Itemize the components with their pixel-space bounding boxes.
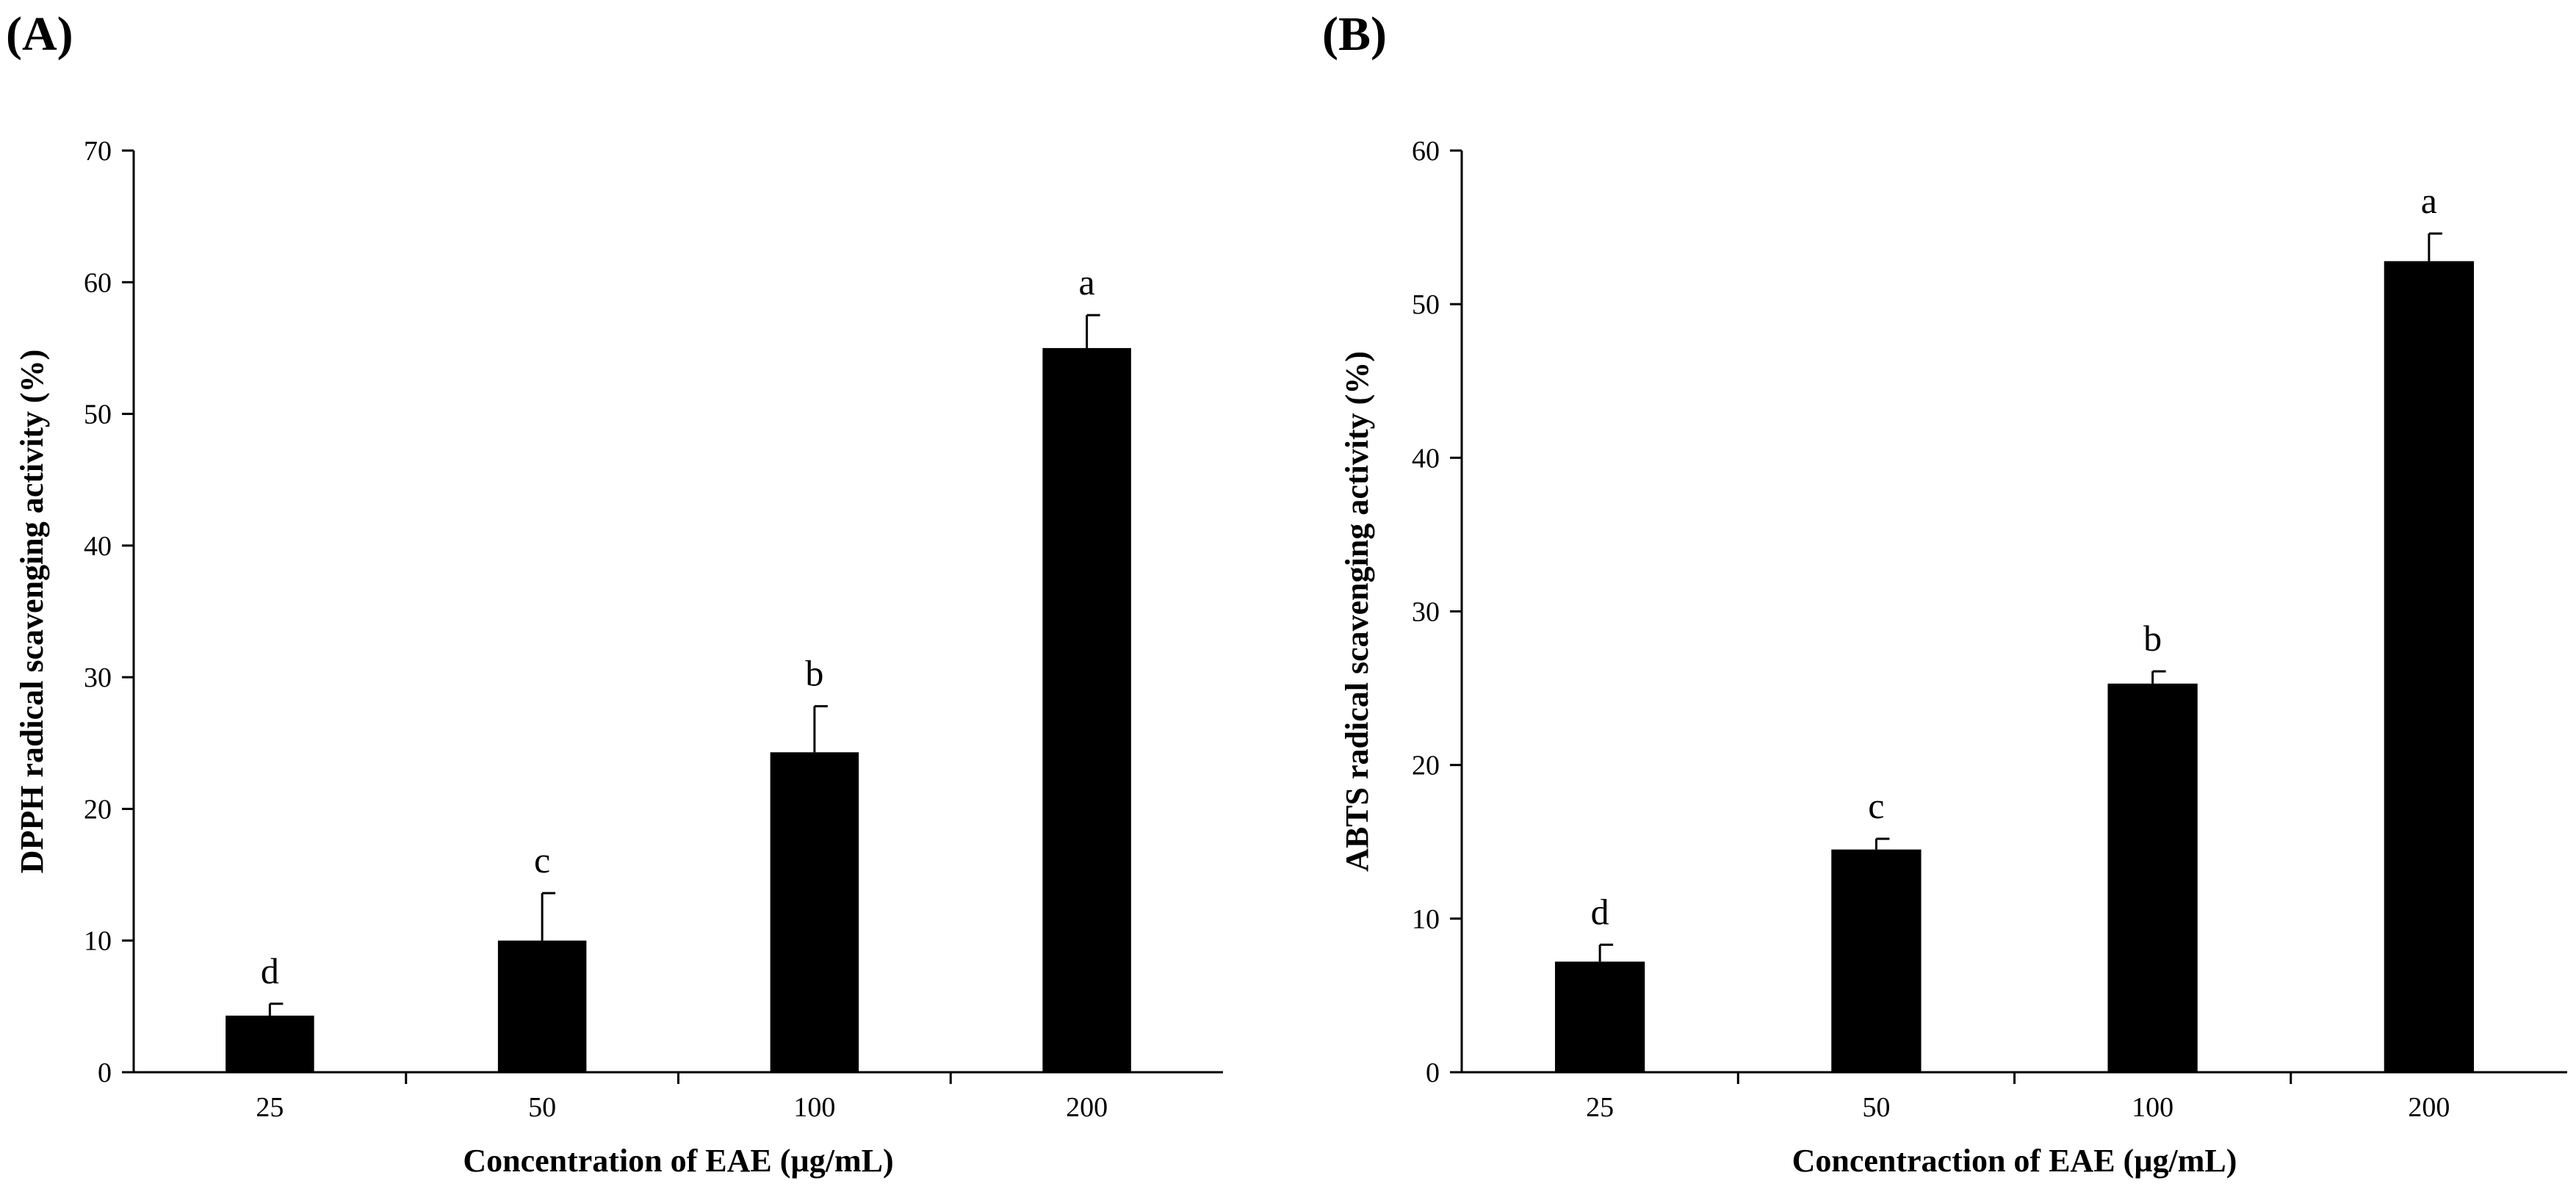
- significance-label: d: [1591, 891, 1609, 932]
- x-axis-title: Concentration of EAE (µg/mL): [463, 1143, 893, 1179]
- bar: [1554, 961, 1645, 1072]
- y-tick-label: 20: [1412, 751, 1440, 781]
- x-tick-label: 25: [1586, 1092, 1614, 1123]
- y-tick-label: 50: [84, 400, 112, 430]
- bar: [1831, 849, 1922, 1072]
- significance-label: a: [1079, 261, 1095, 303]
- x-tick-label: 50: [528, 1092, 556, 1123]
- panel-b: (B) 0 10 20 30 40 50 60 d 25 c 50 b 100 a 200 Concentrac…: [1322, 7, 2567, 1179]
- bar: [226, 1015, 314, 1072]
- y-tick-label: 30: [1412, 597, 1440, 628]
- panel-label: (B): [1322, 7, 1387, 61]
- y-tick-label: 70: [84, 136, 112, 167]
- x-tick-label: 200: [1066, 1092, 1108, 1123]
- y-tick-label: 60: [84, 267, 112, 298]
- bar: [2384, 261, 2475, 1073]
- y-tick-label: 10: [1412, 904, 1440, 935]
- significance-label: d: [261, 950, 279, 991]
- y-tick-label: 0: [1426, 1058, 1440, 1088]
- x-tick-label: 25: [256, 1092, 284, 1123]
- x-tick-label: 200: [2408, 1092, 2450, 1123]
- significance-label: c: [534, 839, 550, 881]
- x-axis-title: Concentraction of EAE (µg/mL): [1792, 1143, 2237, 1179]
- y-tick-label: 40: [1412, 443, 1440, 474]
- x-tick-label: 100: [793, 1092, 835, 1123]
- x-tick-label: 100: [2132, 1092, 2173, 1123]
- y-tick-label: 40: [84, 531, 112, 562]
- significance-label: a: [2421, 180, 2437, 221]
- y-tick-label: 60: [1412, 136, 1440, 167]
- y-tick-label: 30: [84, 662, 112, 693]
- significance-label: b: [805, 653, 823, 694]
- significance-label: b: [2143, 618, 2162, 659]
- y-axis-title: ABTS radical scavenging activity (%): [1339, 351, 1375, 872]
- bar: [2107, 683, 2198, 1072]
- x-tick-label: 50: [1862, 1092, 1890, 1123]
- y-tick-label: 20: [84, 794, 112, 825]
- y-axis-title: DPPH radical scavenging activity (%): [14, 350, 50, 874]
- bar: [1042, 347, 1131, 1072]
- y-tick-label: 0: [98, 1058, 112, 1088]
- y-tick-label: 10: [84, 926, 112, 957]
- y-tick-label: 50: [1412, 289, 1440, 320]
- panel-label: (A): [6, 7, 73, 61]
- bar: [770, 752, 859, 1072]
- significance-label: c: [1868, 785, 1884, 826]
- panel-a: (A) 0 10 20 30 40 50 60 70 d 25 c 50 b 100 a 200 Concentr…: [6, 7, 1223, 1179]
- bar: [497, 940, 587, 1072]
